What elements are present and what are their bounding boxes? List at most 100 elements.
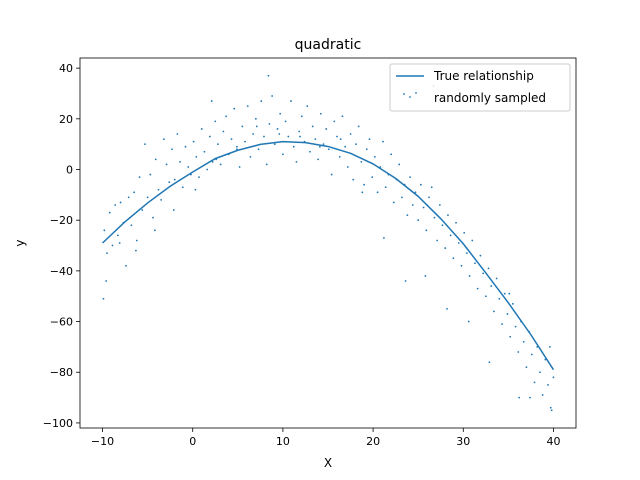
scatter-point [106, 252, 108, 255]
scatter-point [309, 150, 311, 153]
scatter-point [103, 229, 106, 232]
y-tick-label: −60 [50, 316, 73, 329]
x-tick-label: 30 [456, 435, 470, 448]
scatter-point [179, 161, 182, 163]
scatter-point [383, 237, 385, 239]
scatter-point [452, 257, 455, 260]
scatter-point [468, 275, 471, 277]
scatter-point [273, 143, 276, 146]
scatter-point [254, 117, 257, 120]
scatter-point [200, 128, 203, 130]
y-tick-label: 20 [59, 113, 73, 126]
scatter-point [457, 242, 460, 244]
scatter-point [230, 138, 233, 141]
scatter-point [518, 396, 521, 399]
scatter-point [222, 130, 225, 133]
scatter-point [430, 186, 433, 189]
scatter-point [287, 135, 290, 138]
x-tick-label: −10 [91, 435, 114, 448]
scatter-point [127, 196, 130, 199]
x-tick-label: 20 [366, 435, 380, 448]
scatter-point [318, 145, 321, 148]
scatter-point [208, 135, 211, 138]
scatter-point [119, 201, 122, 204]
scatter-point [349, 133, 352, 135]
scatter-point [118, 242, 121, 244]
scatter-point [311, 125, 314, 128]
x-axis: −10 0 10 20 30 40 [91, 428, 560, 448]
scatter-point [187, 166, 190, 168]
scatter-point [447, 214, 449, 217]
scatter-point [111, 244, 114, 247]
scatter-point [382, 140, 384, 143]
scatter-point [181, 186, 184, 189]
scatter-point [509, 335, 512, 338]
scatter-point [203, 150, 206, 153]
scatter-point [384, 186, 387, 189]
x-tick-label: 10 [276, 435, 290, 448]
scatter-point [449, 234, 452, 237]
axes-frame [79, 57, 577, 429]
scatter-point [171, 148, 173, 151]
scatter-point [114, 204, 117, 206]
scatter-point [172, 209, 175, 211]
scatter-point [361, 191, 364, 194]
scatter-point [284, 120, 287, 123]
scatter-point [444, 247, 447, 249]
scatter-point [552, 376, 555, 379]
scatter-point [482, 272, 485, 275]
scatter-point [135, 239, 138, 242]
scatter-point [105, 280, 108, 282]
scatter-point [225, 115, 227, 118]
scatter-point [373, 155, 376, 158]
x-axis-label: X [324, 456, 332, 470]
scatter-point [238, 166, 241, 168]
scatter-point [184, 145, 187, 148]
scatter-point [306, 105, 309, 108]
scatter-point [506, 313, 509, 315]
scatter-point [341, 115, 344, 118]
scatter-point [157, 188, 160, 191]
scatter-point [460, 264, 463, 267]
scatter-point [514, 325, 517, 328]
y-tick-label: −100 [43, 417, 73, 430]
scatter-point [108, 211, 111, 214]
scatter-point [436, 239, 439, 242]
scatter-point [299, 135, 301, 138]
scatter-point [153, 229, 156, 232]
scatter-point [525, 366, 528, 369]
scatter-point [246, 105, 249, 108]
scatter-point [255, 125, 258, 128]
scatter-point [130, 224, 133, 227]
scatter-point [217, 143, 219, 146]
scatter-point [339, 138, 342, 141]
y-axis: −100 −80 −60 −40 −20 0 20 40 [43, 62, 80, 430]
scatter-point [446, 307, 448, 310]
scatter-point [192, 140, 195, 143]
scatter-point [194, 188, 197, 191]
scatter-point [422, 206, 425, 209]
scatter-point [376, 191, 379, 194]
scatter-point [260, 100, 263, 102]
scatter-point [292, 145, 295, 148]
scatter-point [160, 199, 163, 201]
scatter-point [249, 155, 252, 158]
scatter-point [479, 254, 482, 257]
scatter-point [360, 161, 363, 163]
scatter-point [455, 221, 457, 224]
scatter-point [428, 196, 430, 199]
scatter-point [365, 148, 368, 151]
scatter-point [257, 148, 260, 151]
scatter-point [263, 135, 265, 138]
scatter-point [195, 155, 198, 158]
scatter-point [392, 201, 395, 204]
scatter-point [498, 297, 501, 300]
scatter-point [265, 163, 268, 166]
scatter-point [233, 107, 236, 110]
scatter-point [493, 310, 495, 313]
scatter-point [530, 353, 533, 356]
legend-box [389, 63, 571, 112]
scatter-point [474, 262, 476, 265]
scatter-point [314, 138, 317, 141]
